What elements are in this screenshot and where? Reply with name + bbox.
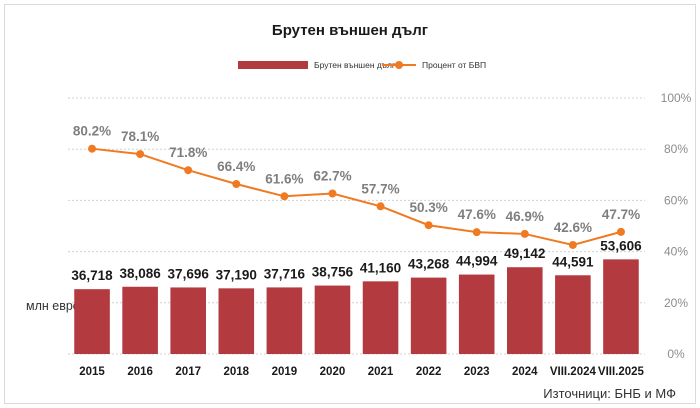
y-right-tick-label: 100%	[661, 91, 692, 105]
line-value-label: 57.7%	[361, 181, 399, 196]
line-value-label: 62.7%	[313, 168, 351, 183]
bar	[555, 275, 591, 354]
line-point	[232, 180, 241, 189]
line-point	[376, 202, 385, 211]
legend-item-gdp: Процент от БВП	[382, 58, 486, 72]
x-tick-label: 2021	[368, 366, 394, 378]
line-value-label: 80.2%	[73, 124, 111, 139]
bar-value-label: 53,606	[600, 238, 642, 253]
bar	[122, 286, 158, 354]
chart-legend: Брутен външен дълг Процент от БВП	[0, 58, 700, 72]
bar-value-label: 44,994	[456, 254, 498, 269]
x-tick-label: 2020	[320, 366, 346, 378]
bar	[74, 289, 110, 354]
bar	[603, 259, 639, 354]
y-right-tick-label: 40%	[664, 245, 688, 259]
line-value-label: 71.8%	[169, 145, 207, 160]
x-tick-label: 2019	[272, 366, 298, 378]
bar	[314, 285, 351, 354]
bar	[458, 274, 495, 354]
legend-swatch-bar	[238, 61, 308, 69]
line-point	[184, 166, 193, 175]
line-point	[424, 221, 433, 230]
legend-item-debt: Брутен външен дълг	[238, 58, 395, 72]
bar-value-label: 38,086	[119, 266, 161, 281]
y-right-tick-label: 60%	[664, 193, 688, 207]
y-right-tick-label: 0%	[667, 347, 685, 361]
line-value-label: 47.7%	[602, 207, 640, 222]
x-tick-label: 2023	[464, 366, 490, 378]
line-point	[616, 227, 625, 236]
bar-value-label: 37,716	[264, 266, 306, 281]
bar-value-label: 37,190	[216, 267, 257, 282]
x-tick-label: 2022	[416, 366, 442, 378]
x-tick-label: VIII.2024	[550, 366, 597, 378]
bar	[410, 277, 447, 354]
y-right-tick-label: 20%	[664, 296, 688, 310]
line-value-label: 61.6%	[265, 171, 303, 186]
line-value-label: 78.1%	[121, 129, 159, 144]
x-tick-label: VIII.2025	[598, 366, 645, 378]
bar	[266, 287, 303, 354]
line-point	[472, 228, 481, 237]
line-value-label: 47.6%	[458, 207, 496, 222]
legend-label-gdp: Процент от БВП	[422, 60, 487, 70]
line-value-label: 50.3%	[409, 200, 447, 215]
legend-label-debt: Брутен външен дълг	[314, 60, 396, 70]
line-value-label: 46.9%	[506, 209, 544, 224]
line-point	[328, 189, 337, 198]
y-axis-unit-label: млн евро	[26, 299, 80, 313]
bar	[507, 267, 543, 354]
x-tick-label: 2016	[127, 366, 153, 378]
bar-value-label: 44,591	[552, 254, 594, 269]
bar-value-label: 43,268	[408, 257, 450, 272]
y-right-tick-label: 80%	[664, 142, 688, 156]
legend-swatch-line	[382, 61, 416, 69]
chart-title: Брутен външен дълг	[271, 22, 429, 39]
bar	[170, 287, 206, 354]
x-tick-label: 2015	[79, 366, 105, 378]
bar-value-label: 38,756	[312, 265, 354, 280]
x-tick-label: 2017	[175, 366, 201, 378]
line-point	[280, 192, 289, 201]
line-series-gdp	[91, 147, 622, 246]
bar-value-label: 37,696	[168, 266, 210, 281]
line-point	[520, 229, 529, 238]
x-tick-label: 2024	[512, 366, 538, 378]
bar	[218, 288, 255, 354]
bar-value-label: 36,718	[71, 268, 113, 283]
bar-value-label: 41,160	[360, 260, 401, 275]
bar-value-label: 49,142	[504, 246, 545, 261]
line-value-label: 66.4%	[217, 159, 255, 174]
bar	[362, 281, 399, 354]
line-point	[88, 144, 97, 153]
line-value-label: 42.6%	[554, 220, 592, 235]
line-point	[136, 150, 145, 159]
source-note: Източници: БНБ и МФ	[543, 386, 676, 401]
x-tick-label: 2018	[223, 366, 249, 378]
line-point	[568, 240, 577, 249]
